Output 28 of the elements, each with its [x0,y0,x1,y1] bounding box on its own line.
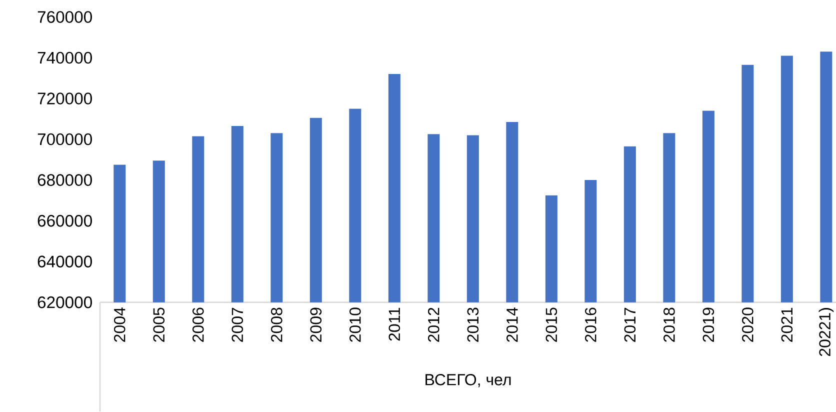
x-tick-label: 20221) [818,308,834,356]
y-tick-label: 720000 [38,92,92,104]
x-tick-label: 2020 [742,307,754,342]
x-tick-label: 2016 [585,308,596,342]
x-tick-label: 2004 [114,307,126,342]
y-tick-label: 740000 [38,52,92,64]
y-tick-label: 660000 [38,214,92,227]
x-tick-label: 2009 [310,308,322,342]
x-tick-label: 2005 [153,308,165,342]
x-tick-label: 2013 [467,308,479,342]
x-tick-label: 2012 [428,308,440,342]
x-tick-label: 2015 [546,308,558,342]
x-tick-label: 2011 [388,308,400,340]
y-tick-label: 620000 [38,296,92,308]
y-tick-label: 700000 [38,133,92,146]
x-tick-label: 2017 [624,308,636,342]
x-tick-label: 2018 [664,308,675,342]
x-tick-label: 2010 [349,307,361,342]
x-tick-label: 2014 [506,307,518,342]
x-tick-label: 2007 [232,308,244,342]
y-tick-label: 760000 [38,10,92,23]
y-tick-label: 680000 [38,174,92,186]
x-axis-title: ВСЕГО, чел [426,374,511,388]
y-tick-label: 640000 [38,256,92,268]
x-tick-label: 2008 [270,308,282,342]
x-tick-label: 2006 [192,308,204,342]
x-tick-label: 2021 [781,308,793,342]
x-tick-label: 2019 [702,308,714,342]
